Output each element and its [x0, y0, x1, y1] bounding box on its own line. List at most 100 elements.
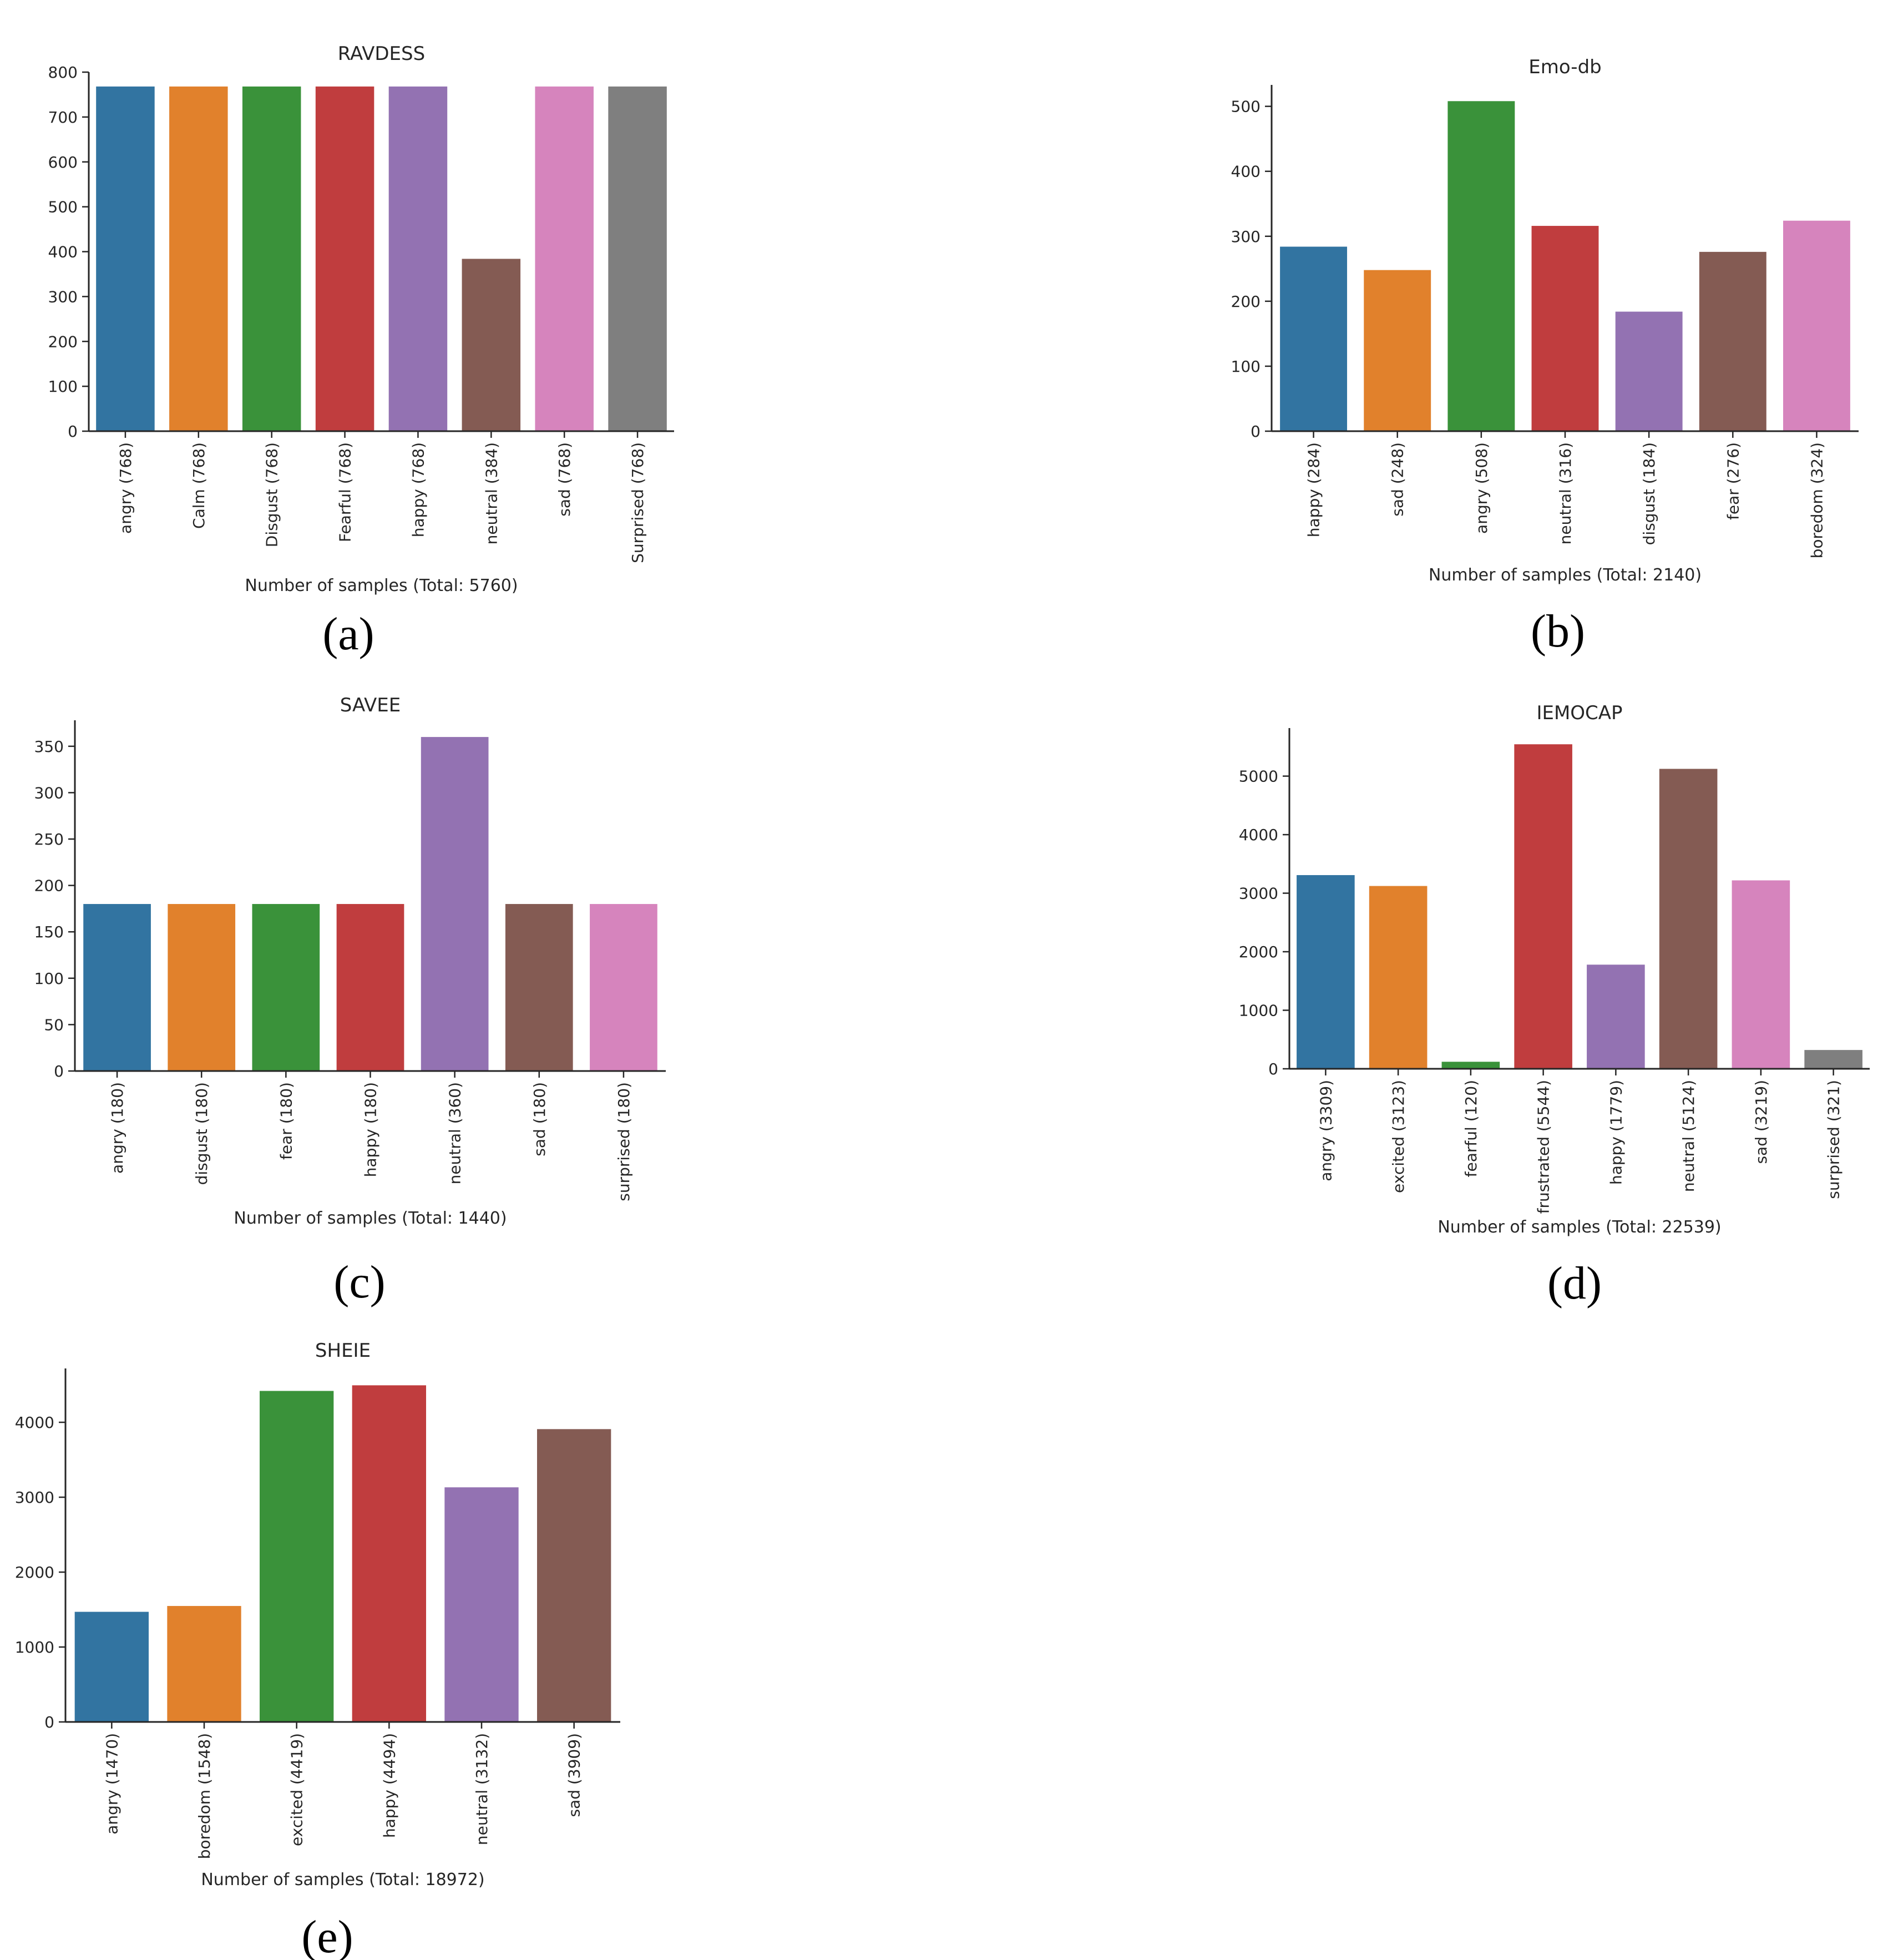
y-tick-label: 300 — [1231, 228, 1261, 246]
bar-6 — [537, 1429, 611, 1722]
x-tick-label: angry (1470) — [103, 1733, 121, 1835]
y-tick-label: 3000 — [15, 1488, 54, 1507]
y-tick-label: 700 — [48, 108, 78, 127]
y-tick-label: 300 — [48, 287, 78, 306]
bar-2 — [169, 86, 228, 431]
y-tick-label: 2000 — [1239, 943, 1278, 961]
y-tick-label: 250 — [34, 830, 64, 848]
bar-2 — [168, 904, 236, 1071]
bar-3 — [1447, 101, 1515, 431]
subfigure-caption: (b) — [1531, 605, 1585, 657]
x-tick-label: disgust (184) — [1640, 442, 1658, 545]
y-tick-label: 4000 — [1239, 826, 1278, 844]
y-tick-label: 5000 — [1239, 767, 1278, 786]
bar-8 — [608, 86, 667, 431]
x-tick-label: excited (3123) — [1389, 1080, 1408, 1193]
bar-7 — [535, 86, 594, 431]
x-tick-label: sad (3909) — [565, 1733, 584, 1817]
x-tick-label: happy (1779) — [1607, 1080, 1625, 1185]
x-tick-label: angry (508) — [1472, 442, 1491, 534]
x-tick-label: frustrated (5544) — [1535, 1080, 1553, 1214]
y-tick-label: 0 — [1251, 422, 1261, 441]
y-tick-label: 800 — [48, 63, 78, 82]
bar-5 — [1587, 964, 1645, 1069]
x-tick-label: happy (4494) — [380, 1733, 398, 1838]
x-tick-label: Calm (768) — [190, 442, 208, 529]
y-tick-label: 0 — [44, 1713, 54, 1731]
y-tick-label: 150 — [34, 923, 64, 941]
subfigure-caption: (c) — [333, 1256, 385, 1308]
y-tick-label: 50 — [44, 1016, 64, 1034]
x-tick-label: surprised (180) — [615, 1082, 633, 1201]
y-tick-label: 600 — [48, 153, 78, 171]
y-tick-label: 350 — [34, 737, 64, 756]
bar-8 — [1804, 1050, 1862, 1069]
bar-6 — [462, 259, 521, 431]
y-tick-label: 1000 — [15, 1638, 54, 1656]
y-tick-label: 500 — [1231, 98, 1261, 116]
x-tick-label: boredom (324) — [1808, 442, 1826, 558]
bar-3 — [1441, 1062, 1500, 1069]
y-tick-label: 400 — [48, 243, 78, 261]
x-tick-label: Fearful (768) — [336, 442, 355, 542]
chart-title: SHEIE — [315, 1340, 371, 1362]
x-tick-label: neutral (360) — [446, 1082, 464, 1184]
chart-title: RAVDESS — [338, 43, 425, 65]
bar-2 — [1369, 886, 1428, 1069]
subfigure-caption: (d) — [1547, 1257, 1602, 1309]
bar-5 — [1615, 311, 1683, 431]
chart-emo-db: Emo-db 0 100 200 300 400 500 happy (284) sad (24… — [1231, 56, 1859, 657]
y-tick-label: 300 — [34, 784, 64, 802]
y-tick-label: 1000 — [1239, 1002, 1278, 1020]
y-tick-label: 100 — [48, 377, 78, 396]
subfigure-caption: (e) — [301, 1911, 353, 1960]
x-tick-label: neutral (384) — [482, 442, 500, 544]
x-tick-label: happy (768) — [409, 442, 427, 537]
x-tick-label: sad (248) — [1389, 442, 1407, 517]
x-tick-label: Disgust (768) — [263, 442, 281, 547]
bar-4 — [336, 904, 404, 1071]
y-tick-label: 4000 — [15, 1413, 54, 1432]
bar-3 — [252, 904, 320, 1071]
y-tick-label: 0 — [68, 422, 78, 441]
y-tick-label: 100 — [1231, 357, 1261, 376]
x-tick-label: fear (276) — [1724, 442, 1742, 520]
y-tick-label: 500 — [48, 198, 78, 216]
x-tick-label: angry (768) — [117, 442, 135, 534]
x-tick-label: neutral (316) — [1556, 442, 1575, 544]
y-tick-label: 3000 — [1239, 885, 1278, 903]
bar-2 — [167, 1606, 241, 1722]
chart-iemocap: IEMOCAP 0 1000 2000 3000 4000 5000 angry (3309)… — [1239, 702, 1870, 1309]
x-axis-label: Number of samples (Total: 1440) — [234, 1209, 507, 1228]
chart-title: Emo-db — [1528, 56, 1601, 78]
y-tick-label: 200 — [1231, 292, 1261, 311]
y-tick-label: 0 — [1268, 1060, 1278, 1078]
bar-4 — [352, 1385, 426, 1722]
bar-6 — [505, 904, 573, 1071]
x-tick-label: boredom (1548) — [195, 1733, 214, 1859]
x-tick-label: neutral (5124) — [1679, 1080, 1698, 1192]
bar-4 — [1531, 226, 1599, 431]
chart-savee: SAVEE 0 50 100 150 200 250 300 350 angry (180) dis… — [34, 694, 666, 1308]
x-tick-label: disgust (180) — [193, 1082, 211, 1185]
bar-1 — [96, 86, 155, 431]
y-tick-label: 100 — [34, 969, 64, 988]
y-tick-label: 200 — [48, 332, 78, 351]
subfigure-caption: (a) — [322, 608, 374, 660]
bar-7 — [590, 904, 657, 1071]
bar-3 — [242, 86, 301, 431]
y-tick-label: 0 — [54, 1062, 64, 1080]
chart-title: SAVEE — [340, 694, 401, 716]
bar-1 — [83, 904, 151, 1071]
x-tick-label: surprised (321) — [1825, 1080, 1843, 1199]
y-tick-label: 400 — [1231, 163, 1261, 181]
x-tick-label: angry (180) — [108, 1082, 126, 1174]
bar-3 — [260, 1391, 334, 1722]
x-tick-label: Surprised (768) — [629, 442, 647, 563]
bar-1 — [1280, 246, 1348, 431]
bar-2 — [1364, 270, 1431, 431]
x-axis-label: Number of samples (Total: 2140) — [1429, 565, 1702, 585]
x-tick-label: sad (3219) — [1752, 1080, 1770, 1164]
bar-6 — [1659, 769, 1718, 1069]
bar-1 — [1297, 875, 1355, 1069]
